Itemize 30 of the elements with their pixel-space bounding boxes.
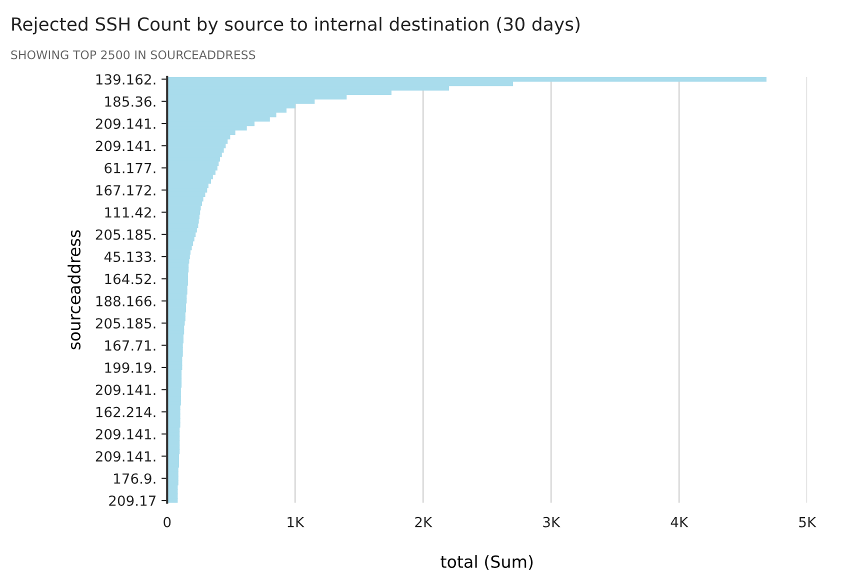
y-tick-label: 209.141.	[96, 118, 156, 129]
y-tick-label: 162.214.	[96, 406, 156, 418]
x-tick-label: 4K	[670, 517, 688, 528]
y-tick-label: 209.141.	[96, 451, 156, 462]
y-tick-label: 205.185.	[96, 229, 156, 240]
chart-subtitle: SHOWING TOP 2500 IN SOURCEADDRESS	[11, 50, 256, 60]
x-tick-label: 0	[164, 516, 171, 528]
y-tick-label: 209.141.	[96, 428, 156, 440]
y-tick-label: 205.185.	[96, 318, 156, 329]
y-tick-label: 111.42.	[105, 207, 156, 218]
y-tick-label: 61.177.	[104, 162, 156, 174]
y-tick-label: 188.166.	[96, 296, 156, 306]
y-tick-label: 164.52.	[105, 274, 156, 284]
x-tick-label: 3K	[543, 516, 560, 528]
y-axis-title: sourceaddress	[68, 230, 81, 350]
y-tick-label: 167.172.	[96, 185, 156, 196]
chart-title: Rejected SSH Count by source to internal destination (30 days)	[12, 16, 580, 34]
y-tick-label: 45.133.	[104, 252, 156, 262]
y-tick-label: 209.17	[109, 495, 156, 506]
y-tick-label: 209.141.	[96, 384, 156, 396]
y-tick-label: 176.9.	[114, 473, 156, 484]
y-tick-label: 209.141.	[96, 140, 156, 152]
x-tick-label: 1K	[288, 517, 304, 528]
x-axis-title: total (Sum)	[440, 555, 533, 570]
x-tick-label: 2K	[415, 516, 432, 528]
y-tick-label: 167.71.	[105, 340, 156, 351]
y-tick-label: 199.19.	[105, 362, 156, 373]
y-tick-label: 185.36.	[105, 96, 156, 107]
y-tick-label: 139.162.	[96, 74, 156, 85]
x-tick-label: 5K	[799, 517, 816, 528]
